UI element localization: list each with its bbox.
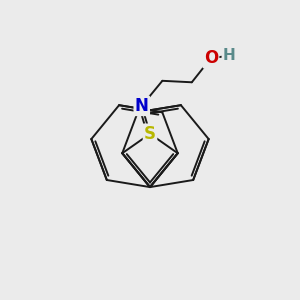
- Text: H: H: [223, 48, 236, 63]
- Text: S: S: [144, 125, 156, 143]
- Text: N: N: [135, 97, 149, 115]
- Text: O: O: [204, 49, 218, 67]
